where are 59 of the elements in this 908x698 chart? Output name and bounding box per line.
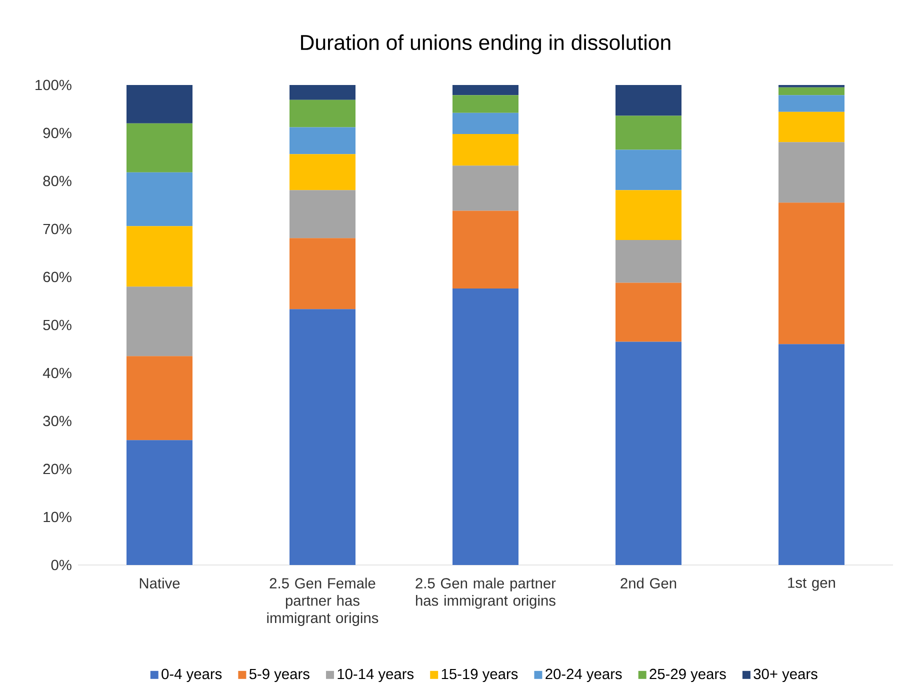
bar [126, 226, 192, 287]
bar [778, 202, 844, 344]
chart-title: Duration of unions ending in dissolution [301, 34, 670, 54]
bar [126, 172, 192, 226]
bar [452, 134, 518, 166]
bar [616, 190, 682, 240]
bar [452, 112, 518, 134]
y-tick-label: 0% [51, 560, 72, 570]
x-tick-label: 1st gen [788, 578, 835, 591]
bar [290, 309, 356, 565]
bar [452, 95, 518, 113]
bar [126, 84, 192, 124]
bar [616, 240, 682, 283]
bar [290, 190, 356, 238]
bar [126, 440, 192, 565]
y-tick-label: 90% [43, 128, 72, 138]
bar [778, 87, 844, 96]
bar [778, 344, 844, 565]
y-tick-label: 50% [43, 320, 72, 330]
legend-label: 30+ years [754, 668, 818, 682]
bar [126, 123, 192, 172]
y-tick-label: 30% [43, 416, 72, 426]
bar [452, 288, 518, 565]
y-tick-label: 100% [36, 80, 72, 90]
bar [290, 84, 356, 100]
bar [616, 342, 682, 565]
legend-label: 15-19 years [442, 668, 518, 682]
legend-label: 20-24 years [546, 668, 622, 682]
legend-label: 5-9 years [249, 668, 310, 682]
bar [616, 282, 682, 342]
legend-label: 0-4 years [162, 668, 222, 682]
y-tick-label: 20% [43, 464, 72, 474]
legend-label: 10-14 years [338, 668, 414, 682]
bar [616, 116, 682, 150]
bar [452, 166, 518, 211]
bar [616, 150, 682, 190]
y-tick-label: 40% [42, 368, 72, 378]
bar [290, 127, 356, 154]
bar [778, 95, 844, 112]
bar [778, 84, 844, 88]
bar [778, 142, 844, 203]
bar [290, 100, 356, 128]
x-tick-label: 2.5 Gen male partner has immigrant origins [416, 578, 556, 609]
x-tick-label: 2.5 Gen Female partner has immigrant origins [267, 578, 378, 626]
y-tick-label: 70% [43, 224, 72, 234]
legend-label: 25-29 years [650, 668, 726, 682]
bar [290, 238, 356, 310]
x-tick-label: 2nd Gen [620, 578, 676, 588]
bar [290, 154, 356, 190]
y-tick-label: 60% [43, 272, 72, 282]
x-tick-label: Native [140, 578, 180, 588]
bar [616, 84, 682, 116]
y-tick-label: 80% [43, 176, 72, 186]
bar [126, 356, 192, 440]
bar [452, 210, 518, 289]
bar [778, 112, 844, 142]
bar [452, 84, 518, 96]
y-tick-label: 10% [44, 512, 72, 522]
bar [126, 286, 192, 356]
